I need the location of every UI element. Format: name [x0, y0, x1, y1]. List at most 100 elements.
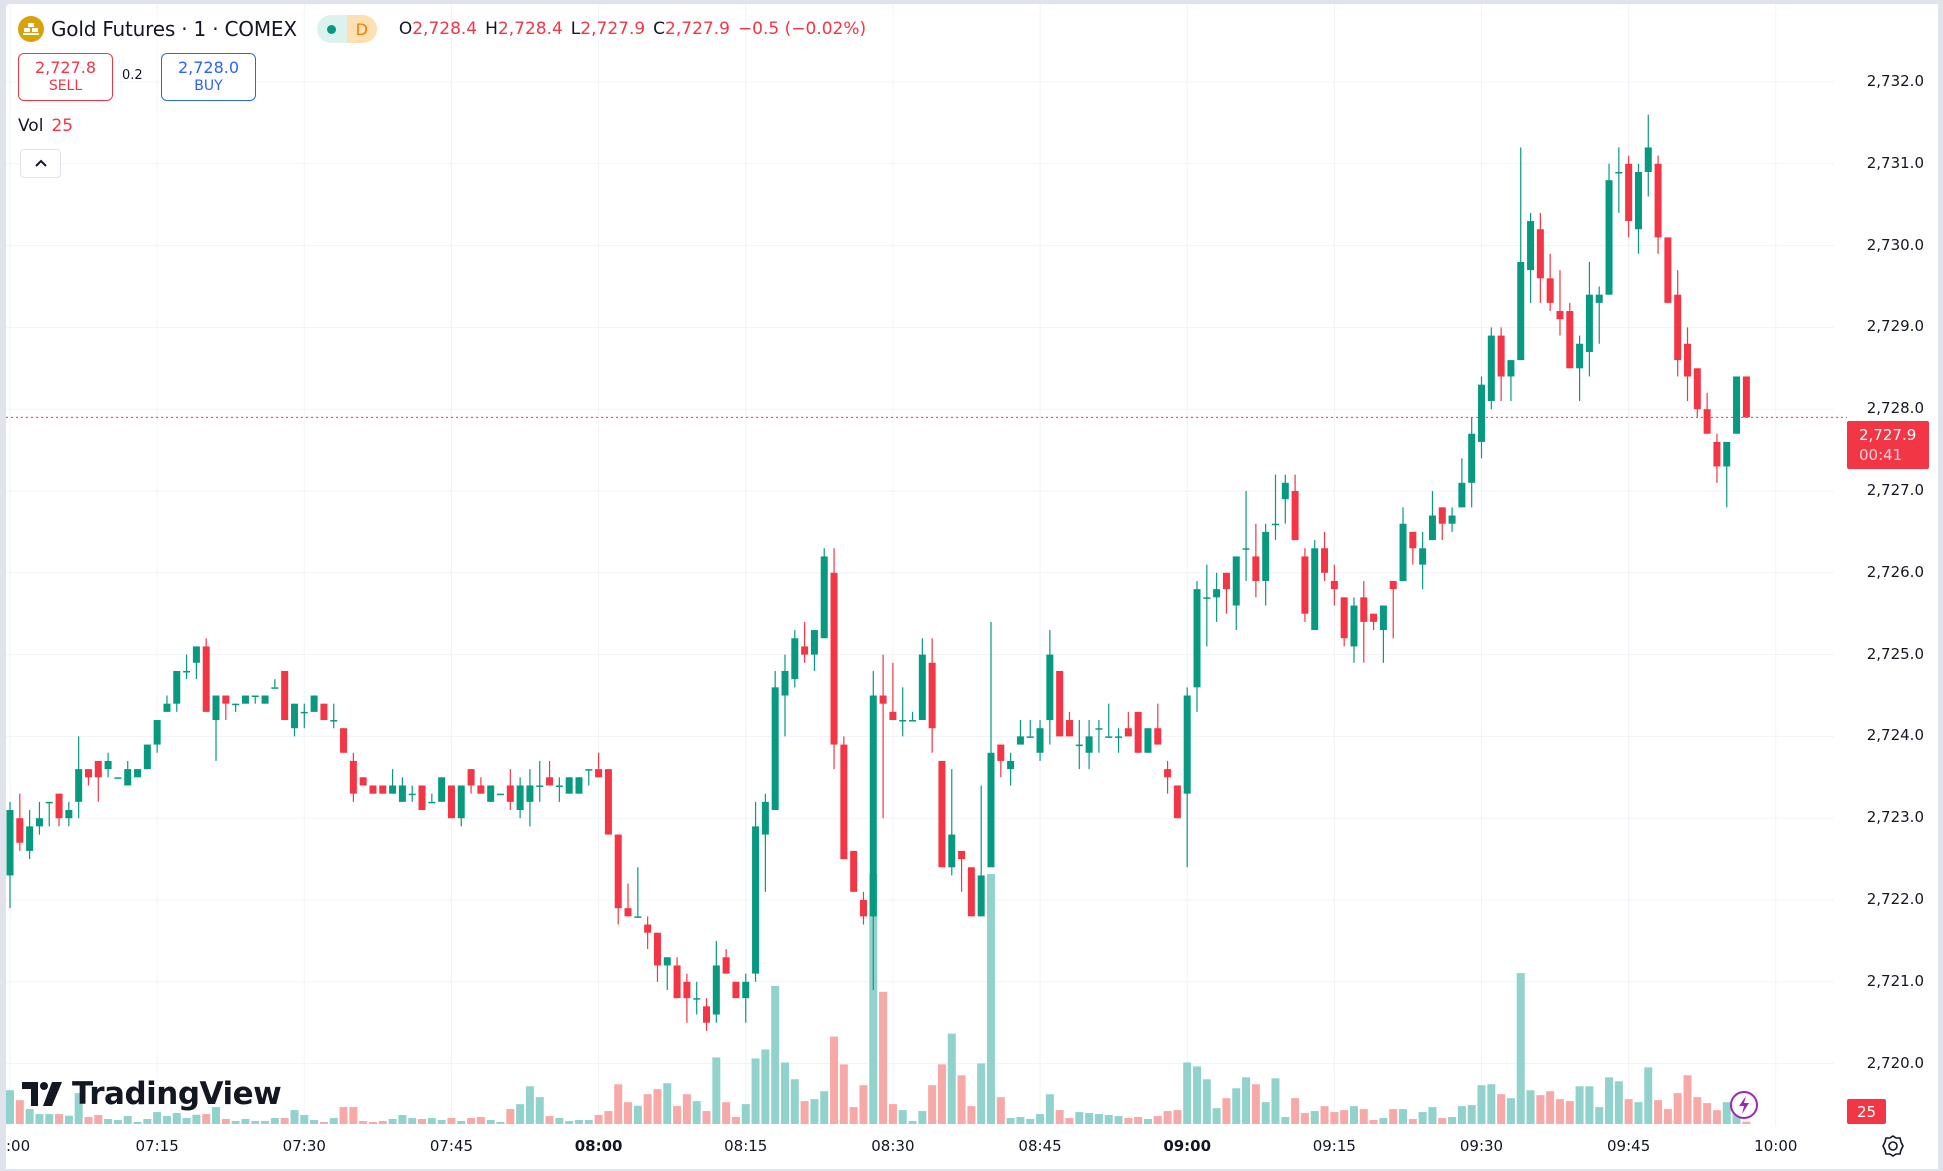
candle[interactable]: [143, 744, 151, 770]
candle[interactable]: [565, 777, 573, 794]
candle[interactable]: [859, 891, 867, 925]
candle[interactable]: [1438, 507, 1446, 541]
candle[interactable]: [1713, 433, 1721, 483]
candle[interactable]: [1585, 261, 1593, 377]
candle[interactable]: [1556, 270, 1564, 336]
chart-container[interactable]: [6, 4, 1938, 1169]
candle[interactable]: [712, 940, 720, 1023]
candle[interactable]: [1075, 720, 1083, 770]
candle[interactable]: [55, 793, 63, 827]
candle[interactable]: [1370, 613, 1378, 631]
candle[interactable]: [65, 801, 73, 827]
candle[interactable]: [1232, 556, 1240, 631]
candle[interactable]: [1615, 147, 1623, 213]
candle[interactable]: [752, 801, 760, 982]
candle[interactable]: [202, 638, 210, 712]
candle[interactable]: [1644, 114, 1652, 197]
candle[interactable]: [94, 760, 102, 802]
candle[interactable]: [428, 793, 436, 804]
candle[interactable]: [1458, 458, 1466, 508]
candle[interactable]: [1723, 441, 1731, 508]
candle[interactable]: [16, 793, 24, 851]
candle[interactable]: [261, 695, 269, 704]
candle[interactable]: [330, 703, 338, 729]
candle[interactable]: [418, 785, 426, 811]
candle[interactable]: [1546, 253, 1554, 312]
candle[interactable]: [1154, 703, 1162, 745]
candle[interactable]: [1183, 687, 1191, 868]
candle[interactable]: [1311, 540, 1319, 631]
candle[interactable]: [1379, 605, 1387, 663]
lightning-icon[interactable]: [1729, 1090, 1759, 1120]
candle[interactable]: [251, 695, 259, 704]
candle[interactable]: [604, 769, 612, 835]
candle[interactable]: [1527, 212, 1535, 303]
candle[interactable]: [212, 695, 220, 761]
candle[interactable]: [1684, 327, 1692, 402]
candle[interactable]: [555, 777, 563, 802]
candle[interactable]: [1321, 531, 1329, 581]
candle[interactable]: [408, 785, 416, 802]
candle[interactable]: [6, 801, 14, 909]
candle[interactable]: [997, 744, 1005, 778]
candle[interactable]: [1664, 237, 1672, 303]
candle[interactable]: [1674, 270, 1682, 377]
candle[interactable]: [1428, 491, 1436, 541]
candle[interactable]: [634, 867, 642, 918]
candle[interactable]: [653, 932, 661, 982]
candle[interactable]: [536, 760, 544, 802]
candle[interactable]: [389, 769, 397, 794]
candle[interactable]: [879, 654, 887, 819]
candle[interactable]: [26, 810, 34, 860]
candle[interactable]: [457, 785, 465, 827]
candle[interactable]: [585, 769, 593, 786]
candle[interactable]: [379, 785, 387, 794]
candle[interactable]: [1203, 564, 1211, 647]
candle[interactable]: [232, 703, 240, 712]
candle[interactable]: [909, 711, 917, 722]
candle[interactable]: [977, 785, 985, 917]
candle[interactable]: [820, 548, 828, 639]
candle[interactable]: [320, 703, 328, 721]
candle[interactable]: [1654, 155, 1662, 254]
candle[interactable]: [1497, 327, 1505, 402]
candle[interactable]: [830, 548, 838, 770]
candle[interactable]: [114, 777, 122, 779]
candle[interactable]: [742, 973, 750, 1023]
candle[interactable]: [663, 957, 671, 990]
candle[interactable]: [1164, 760, 1172, 794]
candle[interactable]: [369, 785, 377, 794]
candle[interactable]: [84, 769, 92, 786]
candle[interactable]: [928, 638, 936, 753]
candle[interactable]: [1389, 580, 1397, 639]
candle[interactable]: [595, 752, 603, 778]
candle[interactable]: [1507, 360, 1515, 402]
candle[interactable]: [889, 662, 897, 721]
candle[interactable]: [1144, 728, 1152, 753]
candle[interactable]: [1703, 392, 1711, 434]
candle[interactable]: [1124, 711, 1132, 737]
candle[interactable]: [761, 793, 769, 892]
candle[interactable]: [869, 670, 877, 990]
candle[interactable]: [722, 949, 730, 974]
candle[interactable]: [781, 654, 789, 737]
candle[interactable]: [1605, 163, 1613, 295]
candle[interactable]: [683, 973, 691, 1023]
candle[interactable]: [1193, 580, 1201, 712]
candle[interactable]: [1419, 531, 1427, 590]
candle[interactable]: [1468, 417, 1476, 508]
candle[interactable]: [1026, 720, 1034, 738]
candle[interactable]: [173, 670, 181, 712]
candle[interactable]: [526, 769, 534, 827]
candle[interactable]: [1085, 720, 1093, 770]
candle[interactable]: [497, 793, 504, 796]
candle[interactable]: [398, 777, 406, 802]
candle[interactable]: [1105, 703, 1113, 738]
candle[interactable]: [45, 801, 53, 827]
candle[interactable]: [1095, 720, 1103, 753]
candle[interactable]: [1262, 523, 1270, 606]
candle[interactable]: [506, 769, 514, 811]
candle[interactable]: [1271, 474, 1279, 541]
candle[interactable]: [1634, 163, 1642, 254]
